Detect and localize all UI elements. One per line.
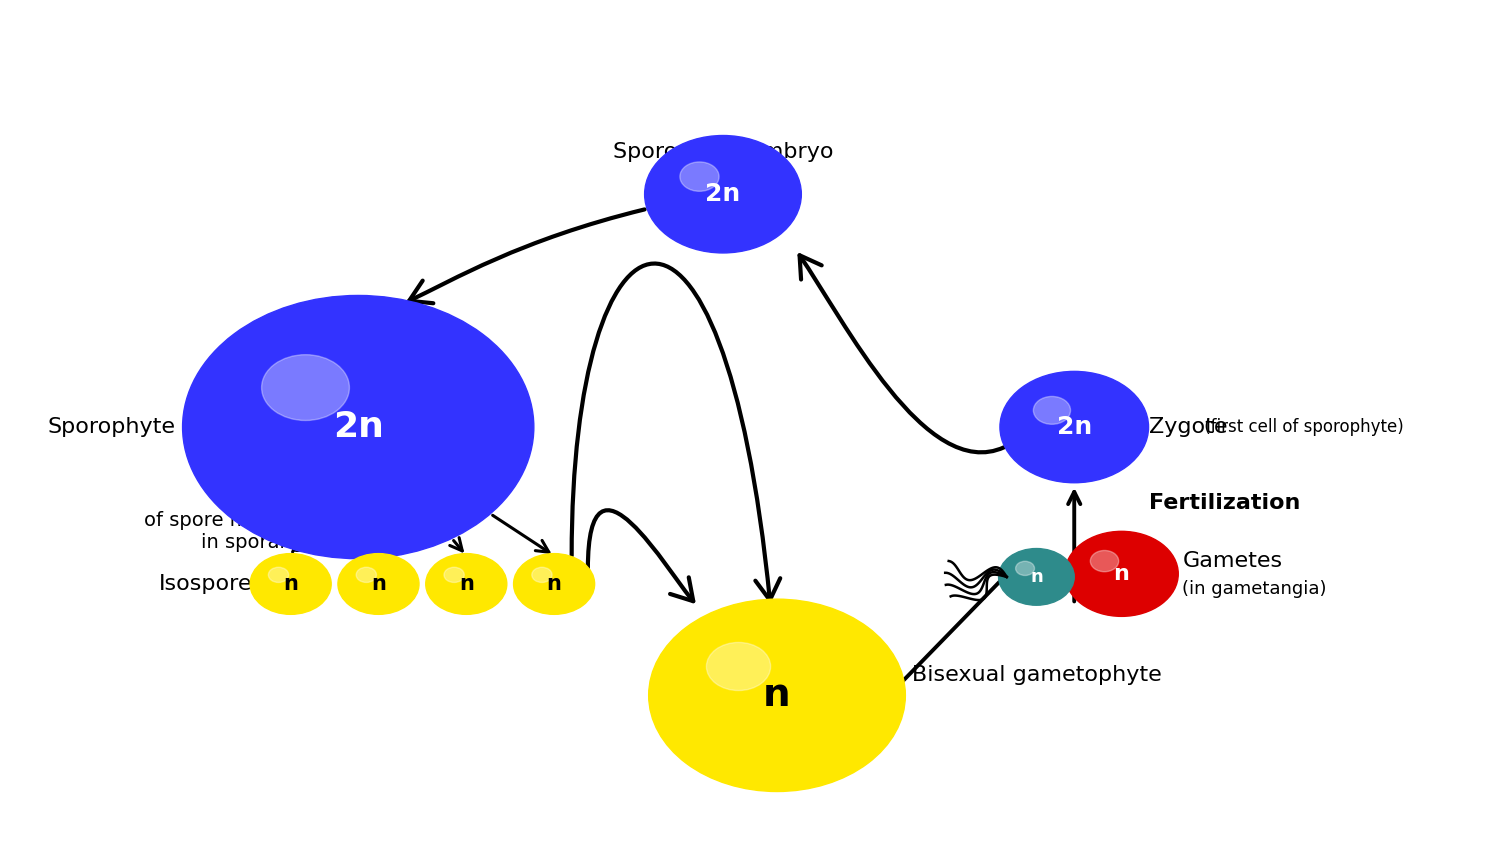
Text: Zygote: Zygote [1149, 417, 1227, 437]
Circle shape [1000, 371, 1149, 483]
Text: n: n [284, 574, 298, 594]
Circle shape [268, 567, 288, 582]
Text: (in gametangia): (in gametangia) [1182, 580, 1328, 598]
Circle shape [356, 567, 376, 582]
Circle shape [999, 549, 1074, 605]
Circle shape [645, 136, 801, 253]
Text: Isospores: Isospores [159, 574, 264, 594]
FancyArrowPatch shape [410, 209, 645, 303]
Circle shape [706, 642, 771, 690]
Text: of spore mother cells (2n)
in sporangium: of spore mother cells (2n) in sporangium [144, 511, 398, 552]
Circle shape [1034, 397, 1071, 425]
Text: Sporophyte: Sporophyte [48, 417, 176, 437]
FancyArrowPatch shape [588, 511, 693, 601]
Circle shape [513, 554, 594, 614]
Circle shape [1090, 550, 1119, 571]
Text: n: n [459, 574, 474, 594]
Circle shape [426, 554, 507, 614]
Text: n: n [370, 574, 386, 594]
Text: Gametes: Gametes [1182, 550, 1282, 571]
Circle shape [183, 295, 534, 559]
FancyArrowPatch shape [800, 255, 1004, 452]
Circle shape [1016, 561, 1035, 576]
Circle shape [532, 567, 552, 582]
Text: Sporophyte embryo: Sporophyte embryo [612, 142, 833, 161]
Circle shape [680, 162, 718, 192]
Circle shape [338, 554, 418, 614]
FancyArrowPatch shape [572, 263, 780, 600]
Circle shape [444, 567, 465, 582]
Text: 2n: 2n [705, 182, 741, 206]
Text: n: n [764, 676, 790, 714]
Circle shape [1065, 532, 1179, 616]
Text: n: n [1030, 568, 1042, 586]
Text: Meiosis: Meiosis [224, 483, 318, 503]
Text: n: n [546, 574, 561, 594]
Text: n: n [1113, 564, 1130, 584]
Circle shape [261, 354, 350, 420]
Text: Fertilization: Fertilization [1149, 493, 1300, 513]
Text: 2n: 2n [333, 410, 384, 444]
Text: (first cell of sporophyte): (first cell of sporophyte) [1198, 418, 1404, 436]
Circle shape [648, 599, 906, 792]
Text: 2n: 2n [1056, 415, 1092, 439]
Text: Bisexual gametophyte: Bisexual gametophyte [912, 665, 1162, 685]
Circle shape [251, 554, 332, 614]
